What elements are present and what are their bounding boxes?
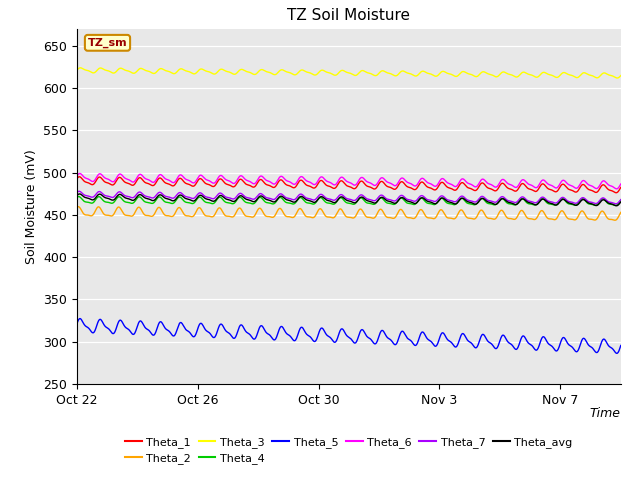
Text: Time: Time xyxy=(590,407,621,420)
Y-axis label: Soil Moisture (mV): Soil Moisture (mV) xyxy=(24,149,38,264)
Legend: Theta_1, Theta_2, Theta_3, Theta_4, Theta_5, Theta_6, Theta_7, Theta_avg: Theta_1, Theta_2, Theta_3, Theta_4, Thet… xyxy=(121,432,577,468)
Title: TZ Soil Moisture: TZ Soil Moisture xyxy=(287,9,410,24)
Text: TZ_sm: TZ_sm xyxy=(88,37,127,48)
